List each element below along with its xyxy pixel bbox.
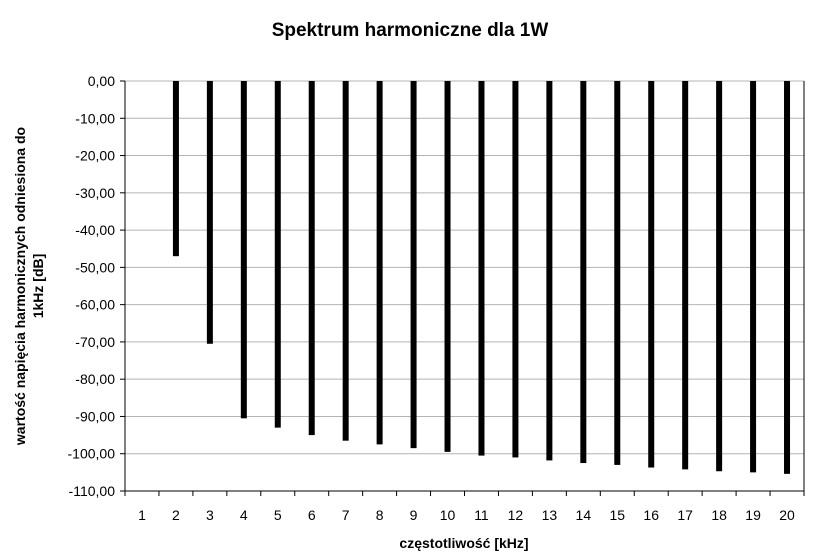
bar (376, 81, 383, 445)
x-tick-label: 20 (779, 507, 795, 523)
bar (410, 81, 417, 449)
y-tick-label: -80,00 (75, 371, 115, 387)
bar (750, 81, 757, 473)
bar (274, 81, 281, 428)
y-tick-label: -50,00 (75, 259, 115, 275)
y-tick-label: -60,00 (75, 297, 115, 313)
x-tick-label: 1 (138, 507, 146, 523)
bar (206, 81, 213, 344)
x-tick-label: 6 (308, 507, 316, 523)
x-tick-label: 4 (240, 507, 248, 523)
x-tick-label: 12 (508, 507, 524, 523)
x-tick-label: 7 (342, 507, 350, 523)
y-tick-label: 0,00 (88, 73, 115, 89)
y-axis-label-line-1: wartość napięcia harmonicznych odniesion… (12, 127, 28, 446)
x-tick-label: 14 (576, 507, 592, 523)
bar (512, 81, 519, 458)
y-tick-label: -90,00 (75, 408, 115, 424)
bar (682, 81, 689, 470)
x-tick-label: 15 (609, 507, 625, 523)
x-ticks: 1 2 3 4 5 6 7 8 9 10 11 12 13 14 15 16 17 18 19 20 (124, 491, 805, 523)
y-tick-label: -40,00 (75, 222, 115, 238)
x-tick-label: 3 (206, 507, 214, 523)
x-tick-label: 17 (677, 507, 693, 523)
x-tick-label: 2 (172, 507, 180, 523)
x-tick-label: 18 (711, 507, 727, 523)
x-tick-label: 5 (274, 507, 282, 523)
x-tick-label: 8 (376, 507, 384, 523)
x-tick-label: 16 (643, 507, 659, 523)
y-axis-label: wartość napięcia harmonicznych odniesion… (12, 127, 46, 446)
bar (614, 81, 621, 465)
x-axis-label: częstotliwość [kHz] (399, 535, 528, 551)
x-tick-label: 13 (542, 507, 558, 523)
x-tick-label: 11 (474, 507, 489, 523)
y-tick-label: -30,00 (75, 185, 115, 201)
x-tick-label: 10 (440, 507, 456, 523)
bars (172, 81, 791, 474)
bar (648, 81, 655, 468)
x-tick-label: 9 (410, 507, 418, 523)
y-tick-label: -100,00 (68, 446, 116, 462)
gridlines (125, 80, 804, 492)
chart-title: Spektrum harmoniczne dla 1W (272, 20, 549, 41)
bar (342, 81, 349, 441)
x-tick-label: 19 (745, 507, 761, 523)
y-axis-label-line-2: 1kHz [dB] (30, 254, 46, 319)
bar (308, 81, 315, 436)
y-tick-label: -110,00 (69, 483, 116, 499)
bar (478, 81, 485, 456)
bar (172, 81, 179, 257)
y-tick-label: -70,00 (75, 334, 115, 350)
bar (580, 81, 587, 464)
bar (444, 81, 451, 452)
bar (716, 81, 723, 472)
y-tick-label: -20,00 (75, 148, 115, 164)
bar (546, 81, 553, 461)
y-ticks: 0,00 -10,00 -20,00 -30,00 -40,00 -50,00 -60,00… (68, 73, 125, 499)
bar (240, 81, 247, 419)
bar (784, 81, 791, 474)
y-tick-label: -10,00 (75, 110, 115, 126)
